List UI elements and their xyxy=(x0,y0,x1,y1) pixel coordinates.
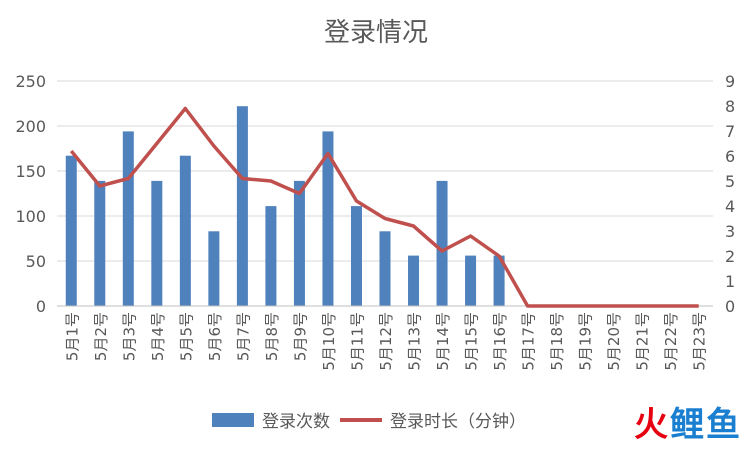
x-tick-label: 5月5号 xyxy=(177,312,195,361)
legend-item-bars: 登录次数 xyxy=(212,407,330,432)
legend-label-line: 登录时长（分钟） xyxy=(390,412,526,432)
legend-item-line: 登录时长（分钟） xyxy=(340,407,526,432)
bar xyxy=(493,255,505,306)
watermark-logo: 火鲤鱼 xyxy=(634,397,742,446)
x-tick-label: 5月16号 xyxy=(491,312,509,371)
bar xyxy=(151,180,163,306)
x-tick-label: 5月14号 xyxy=(434,312,452,371)
y-left-tick-label: 250 xyxy=(15,72,46,91)
x-tick-label: 5月9号 xyxy=(291,312,309,361)
bar xyxy=(179,155,191,306)
x-tick-label: 5月2号 xyxy=(92,312,110,361)
y-right-tick-label: 7 xyxy=(725,122,735,141)
x-tick-label: 5月3号 xyxy=(120,312,138,361)
bar xyxy=(436,180,448,306)
x-tick-label: 5月21号 xyxy=(634,312,652,371)
x-tick-label: 5月12号 xyxy=(377,312,395,371)
x-tick-label: 5月4号 xyxy=(149,312,167,361)
bar xyxy=(379,231,391,306)
bar xyxy=(265,206,277,306)
y-right-tick-label: 5 xyxy=(725,172,735,191)
y-right-tick-label: 9 xyxy=(725,72,735,91)
y-right-tick-label: 6 xyxy=(725,147,735,166)
x-tick-label: 5月1号 xyxy=(63,312,81,361)
y-left-tick-label: 0 xyxy=(36,297,46,316)
chart-legend: 登录次数 登录时长（分钟） xyxy=(212,407,526,432)
x-tick-label: 5月13号 xyxy=(406,312,424,371)
legend-label-bars: 登录次数 xyxy=(262,412,330,432)
x-tick-label: 5月23号 xyxy=(691,312,709,371)
bar xyxy=(350,206,362,306)
x-tick-label: 5月8号 xyxy=(263,312,281,361)
x-tick-label: 5月20号 xyxy=(605,312,623,371)
bar xyxy=(94,180,106,306)
bar xyxy=(408,255,420,306)
x-tick-label: 5月17号 xyxy=(520,312,538,371)
x-tick-label: 5月6号 xyxy=(206,312,224,361)
y-left-tick-label: 50 xyxy=(26,252,46,271)
y-left-tick-label: 100 xyxy=(15,207,46,226)
watermark-part1: 火 xyxy=(634,405,670,445)
y-right-tick-label: 4 xyxy=(725,197,735,216)
legend-swatch-line xyxy=(340,417,382,422)
y-right-tick-label: 1 xyxy=(725,272,735,291)
bar xyxy=(465,255,477,306)
x-tick-label: 5月22号 xyxy=(662,312,680,371)
x-tick-label: 5月11号 xyxy=(349,312,367,371)
x-tick-label: 5月15号 xyxy=(463,312,481,371)
y-right-tick-label: 0 xyxy=(725,297,735,316)
bar xyxy=(236,106,248,306)
y-right-tick-label: 3 xyxy=(725,222,735,241)
x-tick-label: 5月7号 xyxy=(234,312,252,361)
bar xyxy=(293,180,305,306)
x-tick-label: 5月19号 xyxy=(577,312,595,371)
x-tick-label: 5月10号 xyxy=(320,312,338,371)
bar xyxy=(122,131,134,306)
watermark-part2: 鲤鱼 xyxy=(670,405,742,445)
legend-swatch-bars xyxy=(212,412,254,427)
bar xyxy=(322,131,334,306)
y-left-tick-label: 200 xyxy=(15,117,46,136)
bar xyxy=(208,231,220,306)
chart-title: 登录情况 xyxy=(323,18,428,48)
series-line xyxy=(69,106,699,308)
y-left-tick-label: 150 xyxy=(15,162,46,181)
y-right-tick-label: 2 xyxy=(725,247,735,266)
y-right-tick-label: 8 xyxy=(725,97,735,116)
x-tick-label: 5月18号 xyxy=(548,312,566,371)
bar xyxy=(65,155,77,306)
